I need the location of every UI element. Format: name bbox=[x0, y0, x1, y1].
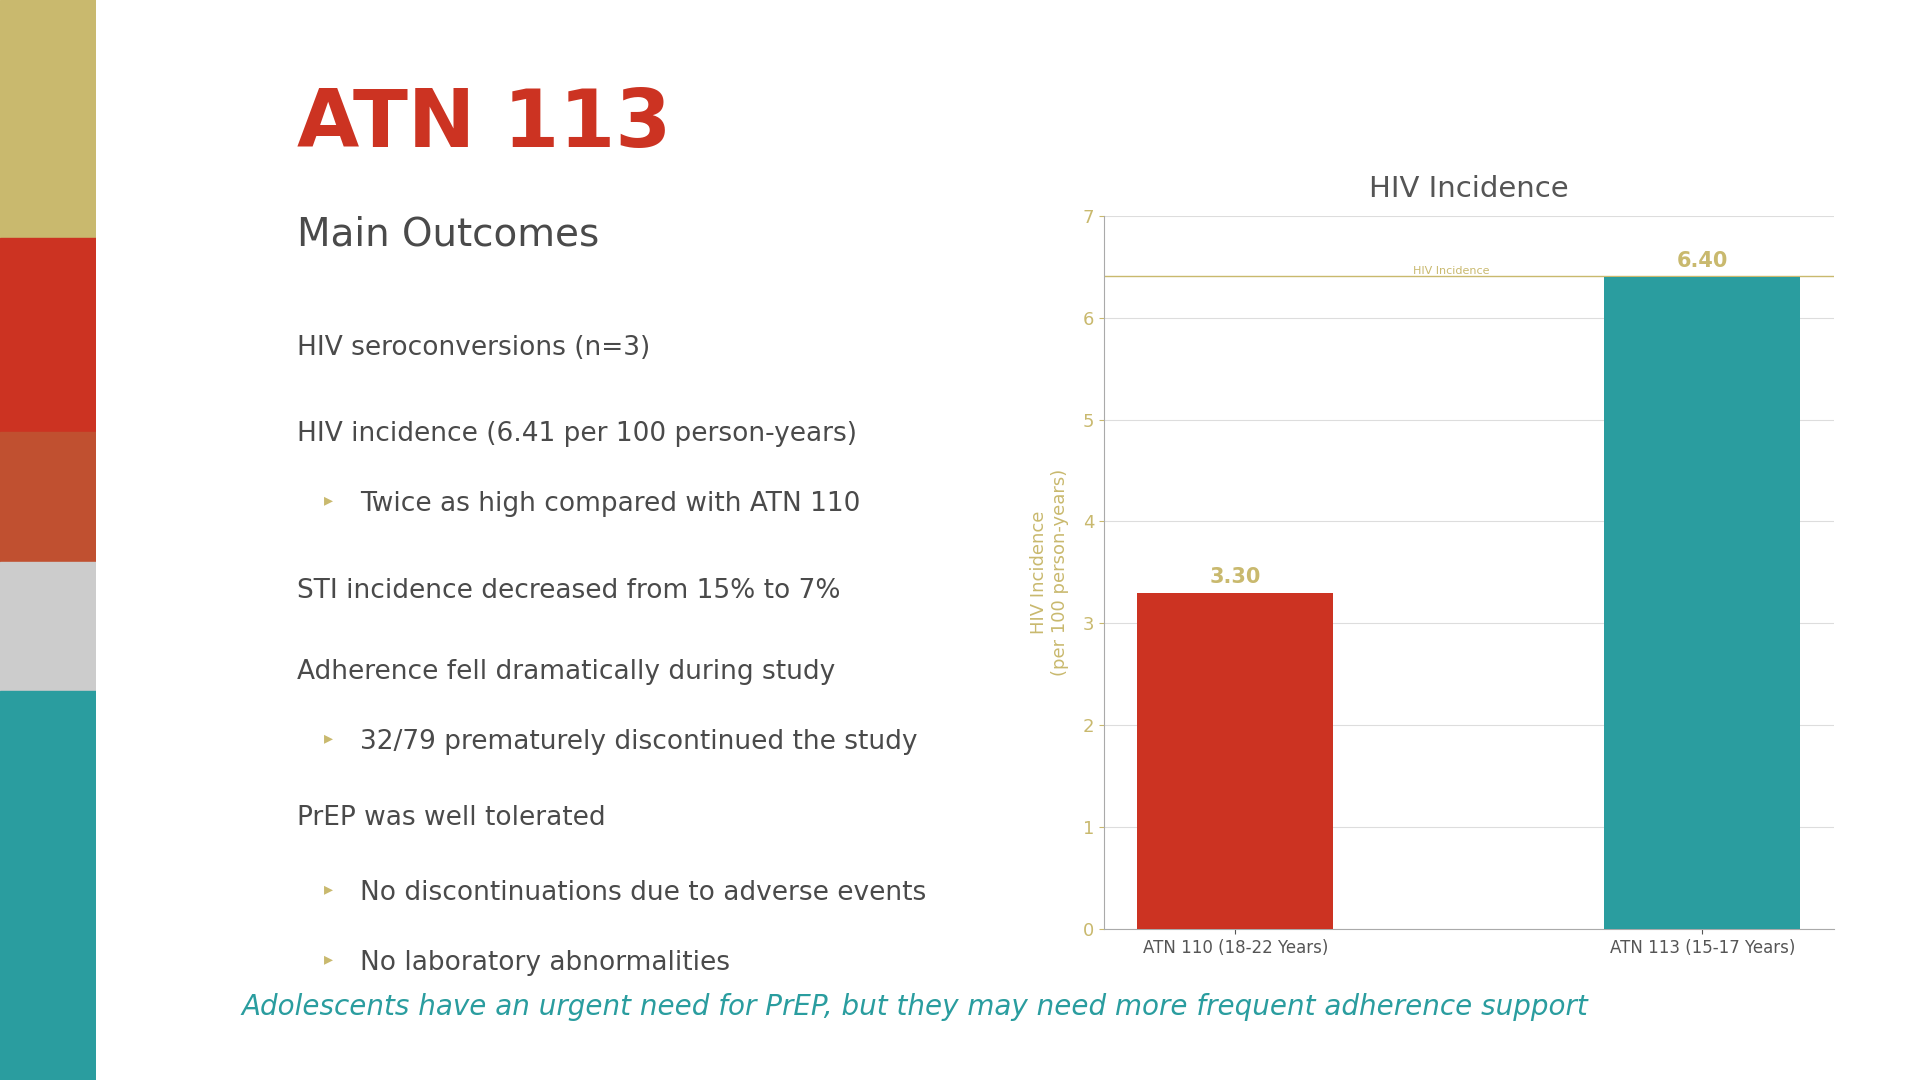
Text: Main Outcomes: Main Outcomes bbox=[296, 216, 599, 254]
Text: No discontinuations due to adverse events: No discontinuations due to adverse event… bbox=[361, 880, 927, 906]
Text: HIV Incidence: HIV Incidence bbox=[1413, 266, 1490, 276]
Bar bbox=[0, 0, 96, 238]
Text: No laboratory abnormalities: No laboratory abnormalities bbox=[361, 950, 730, 976]
Bar bbox=[1605, 278, 1801, 929]
Text: 3.30: 3.30 bbox=[1210, 567, 1261, 586]
Text: ▸: ▸ bbox=[324, 729, 332, 747]
Text: HIV incidence (6.41 per 100 person-years): HIV incidence (6.41 per 100 person-years… bbox=[296, 421, 856, 447]
Text: ATN 113: ATN 113 bbox=[296, 86, 670, 164]
Text: Adherence fell dramatically during study: Adherence fell dramatically during study bbox=[296, 659, 835, 685]
Bar bbox=[0, 432, 96, 562]
Text: ▸: ▸ bbox=[324, 491, 332, 510]
Bar bbox=[0, 691, 96, 1080]
Text: Twice as high compared with ATN 110: Twice as high compared with ATN 110 bbox=[361, 491, 860, 517]
Text: PrEP was well tolerated: PrEP was well tolerated bbox=[296, 805, 605, 831]
Text: 32/79 prematurely discontinued the study: 32/79 prematurely discontinued the study bbox=[361, 729, 918, 755]
Title: HIV Incidence: HIV Incidence bbox=[1369, 175, 1569, 203]
Text: STI incidence decreased from 15% to 7%: STI incidence decreased from 15% to 7% bbox=[296, 578, 841, 604]
Text: Adolescents have an urgent need for PrEP, but they may need more frequent adhere: Adolescents have an urgent need for PrEP… bbox=[242, 993, 1588, 1021]
Text: ▸: ▸ bbox=[324, 950, 332, 969]
Text: ▸: ▸ bbox=[324, 880, 332, 899]
Text: 6.40: 6.40 bbox=[1676, 251, 1728, 271]
Text: HIV seroconversions (n=3): HIV seroconversions (n=3) bbox=[296, 335, 649, 361]
Bar bbox=[0, 238, 96, 432]
Y-axis label: HIV Incidence
(per 100 person-years): HIV Incidence (per 100 person-years) bbox=[1031, 469, 1069, 676]
Bar bbox=[1137, 593, 1332, 929]
Bar bbox=[0, 562, 96, 691]
